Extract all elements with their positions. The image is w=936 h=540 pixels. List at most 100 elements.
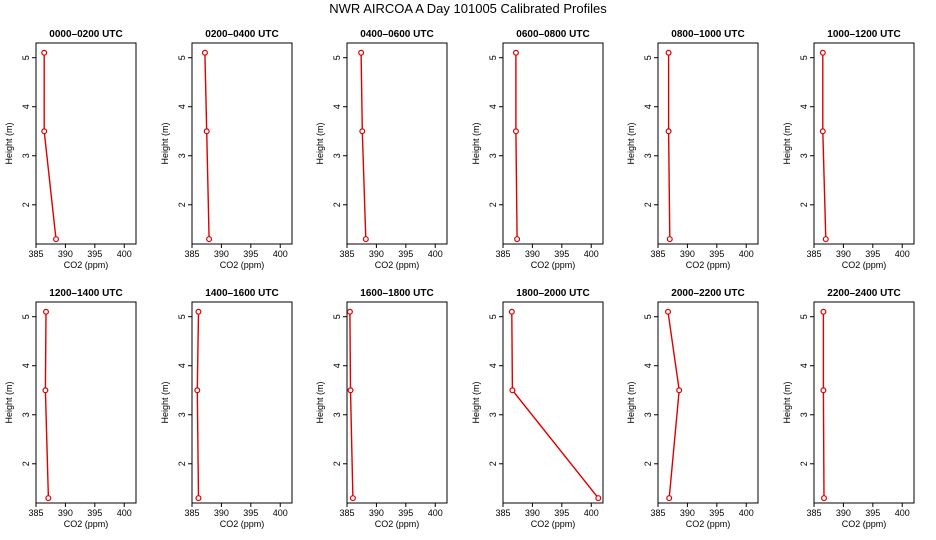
panel-title: 0600–0800 UTC [516, 29, 589, 40]
y-tick-label: 3 [21, 412, 31, 417]
plot-frame [813, 301, 915, 504]
panel-title: 2000–2200 UTC [671, 288, 744, 299]
x-tick-label: 385 [806, 249, 821, 259]
plot-frame [813, 42, 915, 245]
plot-frame [502, 301, 604, 504]
profile-line [196, 311, 200, 499]
x-tick-label: 390 [58, 508, 73, 518]
x-tick-label: 385 [495, 508, 510, 518]
data-point [195, 495, 202, 502]
plot-frame [35, 42, 137, 245]
x-tick-label: 395 [87, 249, 102, 259]
data-point [42, 308, 49, 315]
panel-title: 1000–1200 UTC [827, 29, 900, 40]
data-point [514, 236, 521, 243]
x-tick-label: 390 [214, 249, 229, 259]
y-axis-label: Height (m) [315, 381, 325, 423]
x-axis-label: CO2 (ppm) [531, 519, 576, 529]
x-tick-label: 385 [184, 249, 199, 259]
y-tick-label: 5 [332, 314, 342, 319]
y-tick-label: 2 [488, 202, 498, 207]
y-tick-label: 4 [488, 104, 498, 109]
y-axis-label: Height (m) [471, 122, 481, 164]
x-axis-label: CO2 (ppm) [220, 260, 265, 270]
plot-frame [346, 301, 448, 504]
data-point [666, 495, 673, 502]
y-axis-label: Height (m) [4, 122, 14, 164]
panel-3: 0400–0600 UTC 385 390 395 400 CO2 (ppm) 2 3 4 5 He… [315, 29, 448, 270]
profile-line [822, 311, 825, 499]
data-point [203, 128, 210, 135]
x-tick-label: 400 [117, 508, 132, 518]
figure-title: NWR AIRCOA A Day 101005 Calibrated Profi… [329, 1, 607, 16]
x-tick-label: 390 [369, 508, 384, 518]
y-tick-label: 5 [21, 314, 31, 319]
x-axis-label: CO2 (ppm) [842, 260, 887, 270]
plot-frame [191, 42, 293, 245]
panel-1: 0000–0200 UTC 385 390 395 400 CO2 (ppm) 2 3 4 5 He… [4, 29, 137, 270]
y-tick-label: 2 [332, 202, 342, 207]
data-point [822, 236, 829, 243]
data-point [819, 128, 826, 135]
y-tick-label: 2 [332, 461, 342, 466]
x-tick-label: 395 [554, 508, 569, 518]
x-tick-label: 385 [28, 249, 43, 259]
y-tick-label: 2 [643, 202, 653, 207]
y-tick-label: 5 [643, 314, 653, 319]
panel-title: 0800–1000 UTC [671, 29, 744, 40]
profile-line [204, 52, 210, 240]
panel-title: 1800–2000 UTC [516, 288, 589, 299]
y-tick-label: 3 [643, 412, 653, 417]
y-tick-label: 2 [21, 461, 31, 466]
panel-9: 1600–1800 UTC 385 390 395 400 CO2 (ppm) 2 3 4 5 He… [315, 288, 448, 529]
data-point [41, 49, 48, 56]
x-tick-label: 400 [584, 508, 599, 518]
data-point [665, 49, 672, 56]
y-tick-label: 3 [488, 412, 498, 417]
profile-line [822, 52, 827, 240]
y-axis-label: Height (m) [160, 122, 170, 164]
data-point [509, 387, 516, 394]
data-point [358, 49, 365, 56]
x-axis-label: CO2 (ppm) [64, 519, 109, 529]
x-tick-label: 395 [709, 508, 724, 518]
plot-frame [35, 301, 137, 504]
y-tick-label: 4 [643, 104, 653, 109]
plot-frame [657, 42, 759, 245]
y-tick-label: 5 [332, 55, 342, 60]
panel-title: 1400–1600 UTC [205, 288, 278, 299]
data-point [512, 49, 519, 56]
x-tick-label: 400 [584, 249, 599, 259]
data-point [665, 128, 672, 135]
x-tick-label: 400 [739, 508, 754, 518]
x-axis-label: CO2 (ppm) [220, 519, 265, 529]
y-tick-label: 4 [21, 363, 31, 368]
y-axis-label: Height (m) [782, 122, 792, 164]
y-axis-label: Height (m) [626, 381, 636, 423]
data-point [45, 495, 52, 502]
profile-line [667, 311, 680, 499]
data-point [194, 387, 201, 394]
data-point [820, 387, 827, 394]
panel-8: 1400–1600 UTC 385 390 395 400 CO2 (ppm) 2 3 4 5 He… [160, 288, 293, 529]
panel-11: 2000–2200 UTC 385 390 395 400 CO2 (ppm) 2 3 4 5 He… [626, 288, 759, 529]
x-tick-label: 395 [865, 249, 880, 259]
x-tick-label: 395 [87, 508, 102, 518]
y-tick-label: 5 [799, 55, 809, 60]
panel-title: 2200–2400 UTC [827, 288, 900, 299]
x-tick-label: 395 [243, 508, 258, 518]
profile-line [511, 311, 599, 499]
y-tick-label: 2 [177, 202, 187, 207]
profile-line [360, 52, 367, 240]
x-tick-label: 390 [525, 508, 540, 518]
y-tick-label: 4 [21, 104, 31, 109]
y-tick-label: 3 [332, 412, 342, 417]
y-axis-label: Height (m) [782, 381, 792, 423]
data-point [664, 308, 671, 315]
y-tick-label: 3 [643, 153, 653, 158]
panel-title: 0200–0400 UTC [205, 29, 278, 40]
x-tick-label: 400 [895, 249, 910, 259]
x-tick-label: 395 [243, 249, 258, 259]
panel-title: 1600–1800 UTC [360, 288, 433, 299]
x-tick-label: 385 [650, 508, 665, 518]
